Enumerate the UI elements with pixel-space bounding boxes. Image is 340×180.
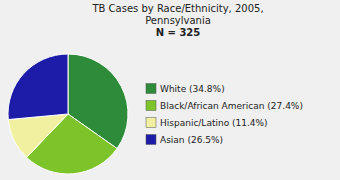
title: Pennsylvania — [145, 15, 211, 26]
legend-swatch — [146, 84, 156, 94]
legend-swatch — [146, 101, 156, 111]
legend-swatch — [146, 135, 156, 145]
pie-slice — [8, 114, 68, 157]
legend-label: White (34.8%) — [160, 84, 225, 94]
legend: White (34.8%) Black/African American (27.… — [146, 84, 303, 146]
legend-swatch — [146, 118, 156, 128]
subtitle: N = 325 — [156, 27, 201, 38]
legend-label: Asian (26.5%) — [160, 135, 223, 145]
legend-label: Black/African American (27.4%) — [160, 101, 303, 111]
title: TB Cases by Race/Ethnicity, 2005, — [91, 3, 263, 14]
legend-label: Hispanic/Latino (11.4%) — [160, 118, 268, 128]
chart: TB Cases by Race/Ethnicity, 2005,Pennsyl… — [0, 0, 340, 180]
pie — [8, 54, 128, 174]
pie-slice — [8, 54, 68, 120]
